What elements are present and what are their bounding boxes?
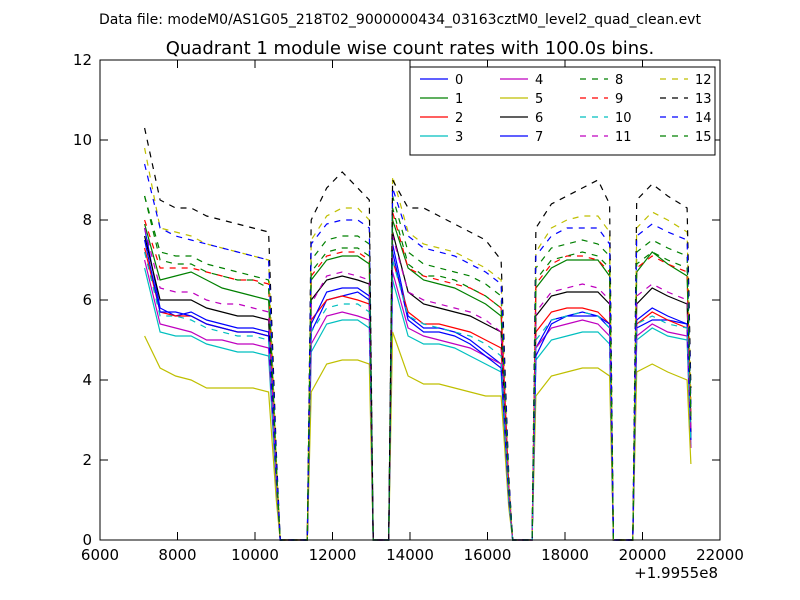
legend-label: 13 <box>695 92 712 107</box>
series-11-line <box>144 227 692 541</box>
y-tick-label: 6 <box>82 291 92 309</box>
series-1-line <box>144 219 692 541</box>
legend-label: 9 <box>615 92 623 107</box>
series-4-line <box>144 259 692 541</box>
series-13-line <box>144 127 692 541</box>
y-tick-label: 2 <box>82 451 92 469</box>
x-tick-label: 6000 <box>81 546 119 564</box>
series-6-line <box>144 231 692 541</box>
x-axis: 6000 8000 10000 12000 14000 16000 18000 20000 22… <box>81 60 744 564</box>
legend-label: 1 <box>455 92 463 107</box>
x-tick-label: 14000 <box>386 546 434 564</box>
plot-lines <box>144 127 692 541</box>
x-tick-label: 10000 <box>231 546 279 564</box>
y-tick-label: 4 <box>82 371 92 389</box>
series-5-line <box>144 331 692 541</box>
series-14-line <box>144 163 692 541</box>
legend-label: 15 <box>695 130 712 145</box>
legend-label: 7 <box>535 130 543 145</box>
y-tick-label: 8 <box>82 211 92 229</box>
series-7-line <box>144 239 692 541</box>
x-tick-label: 18000 <box>541 546 589 564</box>
x-tick-label: 12000 <box>309 546 357 564</box>
series-8-line <box>144 195 692 541</box>
legend-label: 14 <box>695 111 712 126</box>
series-3-line <box>144 267 692 541</box>
y-tick-label: 10 <box>73 131 92 149</box>
x-offset-label: +1.9955e8 <box>634 564 718 582</box>
legend-label: 0 <box>455 73 463 88</box>
x-tick-label: 20000 <box>619 546 667 564</box>
legend-label: 2 <box>455 111 463 126</box>
legend-label: 6 <box>535 111 543 126</box>
series-12-line <box>144 147 692 541</box>
x-tick-label: 22000 <box>696 546 744 564</box>
x-tick-label: 16000 <box>464 546 512 564</box>
legend-box <box>409 66 716 156</box>
y-tick-label: 12 <box>73 51 92 69</box>
series-15-line <box>144 195 692 541</box>
y-tick-label: 0 <box>82 531 92 549</box>
series-2-line <box>144 247 692 541</box>
chart-suptitle: Data file: modeM0/AS1G05_218T02_90000004… <box>99 12 701 28</box>
legend-label: 4 <box>535 73 543 88</box>
legend-label: 3 <box>455 130 463 145</box>
legend-label: 5 <box>535 92 543 107</box>
x-tick-label: 8000 <box>158 546 196 564</box>
legend-label: 11 <box>615 130 632 145</box>
legend-label: 12 <box>695 73 712 88</box>
legend-label: 10 <box>615 111 632 126</box>
series-10-line <box>144 251 692 541</box>
chart-title: Quadrant 1 module wise count rates with … <box>166 38 655 59</box>
legend-label: 8 <box>615 73 623 88</box>
